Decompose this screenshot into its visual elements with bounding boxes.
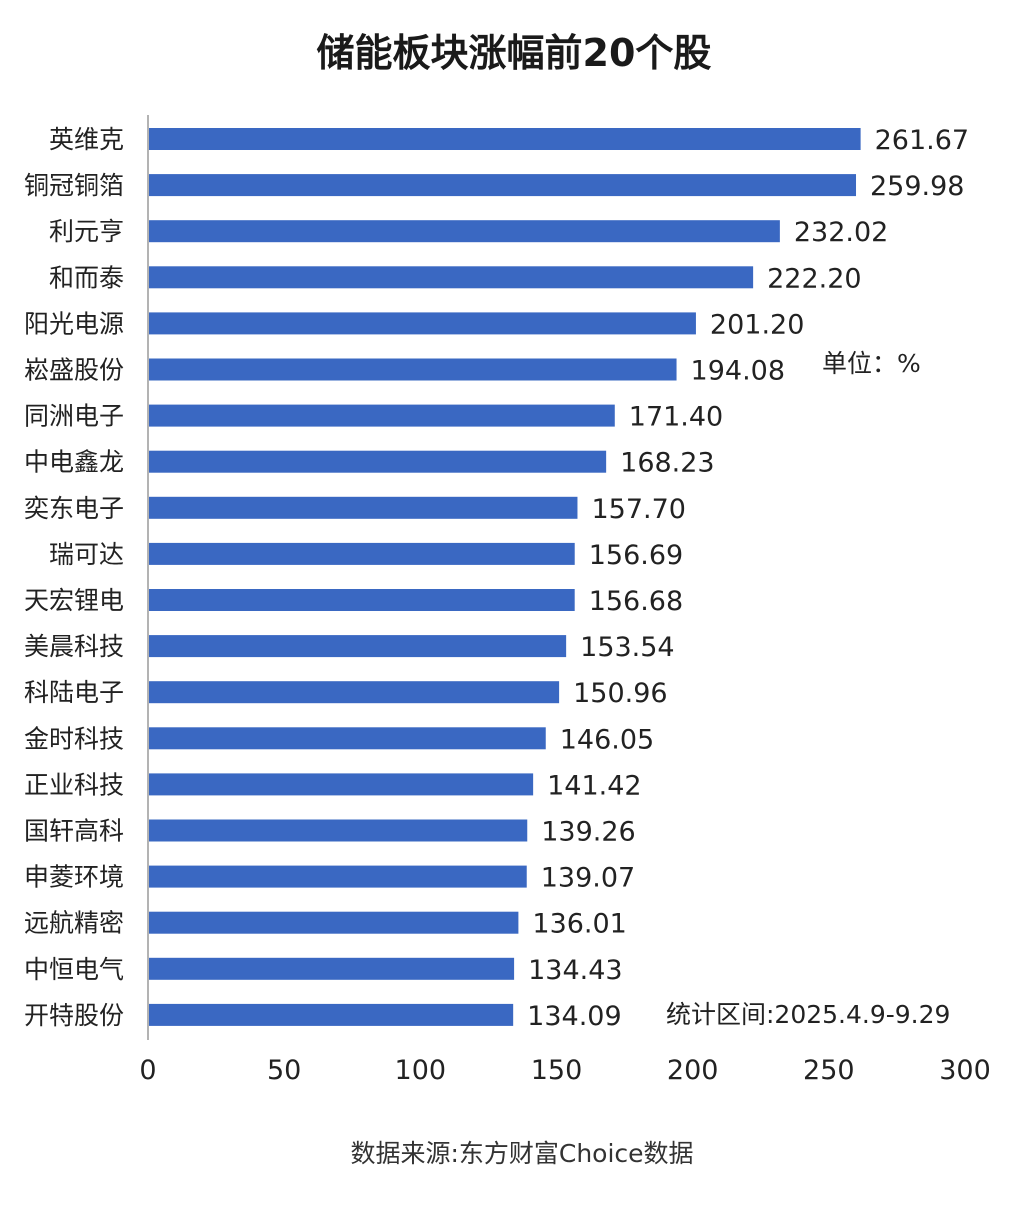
period-note: 统计区间:2025.4.9-9.29 bbox=[666, 1000, 950, 1029]
bar bbox=[149, 681, 560, 704]
value-label: 134.09 bbox=[527, 1001, 621, 1032]
x-tick-label: 200 bbox=[667, 1055, 719, 1086]
category-label: 美晨科技 bbox=[24, 632, 124, 661]
bar bbox=[149, 727, 546, 750]
bar bbox=[149, 911, 519, 934]
category-label: 国轩高科 bbox=[24, 817, 124, 846]
bar bbox=[149, 957, 515, 980]
bar bbox=[149, 358, 677, 381]
bar bbox=[149, 496, 578, 519]
category-label: 中恒电气 bbox=[24, 955, 124, 984]
category-label: 崧盛股份 bbox=[24, 356, 124, 385]
bar bbox=[149, 542, 575, 565]
x-tick-label: 0 bbox=[139, 1055, 156, 1086]
bar bbox=[149, 865, 527, 888]
x-tick-label: 250 bbox=[803, 1055, 855, 1086]
value-label: 171.40 bbox=[629, 402, 723, 433]
value-label: 201.20 bbox=[710, 309, 804, 340]
bar bbox=[149, 266, 754, 289]
category-label: 铜冠铜箔 bbox=[24, 171, 124, 200]
category-label: 开特股份 bbox=[24, 1001, 124, 1030]
value-label: 156.69 bbox=[589, 540, 683, 571]
category-label: 远航精密 bbox=[24, 909, 124, 938]
category-label: 英维克 bbox=[49, 125, 124, 154]
bar bbox=[149, 773, 534, 796]
value-label: 134.43 bbox=[528, 955, 622, 986]
category-label: 瑞可达 bbox=[49, 540, 124, 569]
value-label: 150.96 bbox=[573, 678, 667, 709]
value-label: 259.98 bbox=[870, 171, 964, 202]
category-label: 申菱环境 bbox=[24, 863, 124, 892]
category-label: 科陆电子 bbox=[24, 678, 124, 707]
category-label: 同洲电子 bbox=[24, 402, 124, 431]
bar bbox=[149, 220, 780, 243]
x-tick-label: 100 bbox=[395, 1055, 447, 1086]
bar bbox=[149, 450, 607, 473]
value-label: 141.42 bbox=[547, 770, 641, 801]
value-label: 261.67 bbox=[875, 125, 969, 156]
bar bbox=[149, 312, 696, 335]
value-label: 139.07 bbox=[541, 863, 635, 894]
category-label: 正业科技 bbox=[24, 770, 124, 799]
value-label: 168.23 bbox=[620, 448, 714, 479]
bar bbox=[149, 174, 857, 197]
category-label: 天宏锂电 bbox=[24, 586, 124, 615]
value-label: 194.08 bbox=[691, 356, 785, 387]
value-label: 232.02 bbox=[794, 217, 888, 248]
bar bbox=[149, 404, 615, 427]
value-labels: 261.67 259.98 232.02 222.20 201.20 194.08 171.… bbox=[527, 125, 969, 1032]
value-label: 136.01 bbox=[532, 909, 626, 940]
value-label: 139.26 bbox=[541, 817, 635, 848]
value-label: 153.54 bbox=[580, 632, 674, 663]
x-axis-ticks: 0 50 100 150 200 250 300 bbox=[139, 1055, 990, 1086]
category-label: 阳光电源 bbox=[24, 309, 124, 338]
category-label: 金时科技 bbox=[24, 724, 124, 753]
bar bbox=[149, 589, 575, 611]
value-label: 146.05 bbox=[560, 724, 654, 755]
bar bbox=[149, 635, 567, 658]
bars-group bbox=[149, 128, 861, 1026]
data-source: 数据来源:东方财富Choice数据 bbox=[350, 1139, 693, 1168]
value-label: 156.68 bbox=[589, 586, 683, 617]
value-label: 222.20 bbox=[767, 263, 861, 294]
category-label: 中电鑫龙 bbox=[24, 448, 124, 477]
x-tick-label: 300 bbox=[939, 1055, 991, 1086]
category-labels: 英维克铜冠铜箔利元亨和而泰阳光电源崧盛股份同洲电子中电鑫龙奕东电子瑞可达天宏锂电… bbox=[24, 125, 124, 1030]
bar bbox=[149, 819, 528, 842]
x-tick-label: 150 bbox=[531, 1055, 583, 1086]
category-label: 利元亨 bbox=[49, 217, 124, 246]
value-label: 157.70 bbox=[591, 494, 685, 525]
unit-note: 单位：% bbox=[822, 349, 921, 378]
bar bbox=[149, 128, 861, 150]
bar bbox=[149, 1003, 514, 1026]
category-label: 奕东电子 bbox=[24, 494, 124, 523]
category-label: 和而泰 bbox=[49, 263, 124, 292]
chart-title: 储能板块涨幅前20个股 bbox=[317, 31, 712, 75]
x-tick-label: 50 bbox=[267, 1055, 301, 1086]
